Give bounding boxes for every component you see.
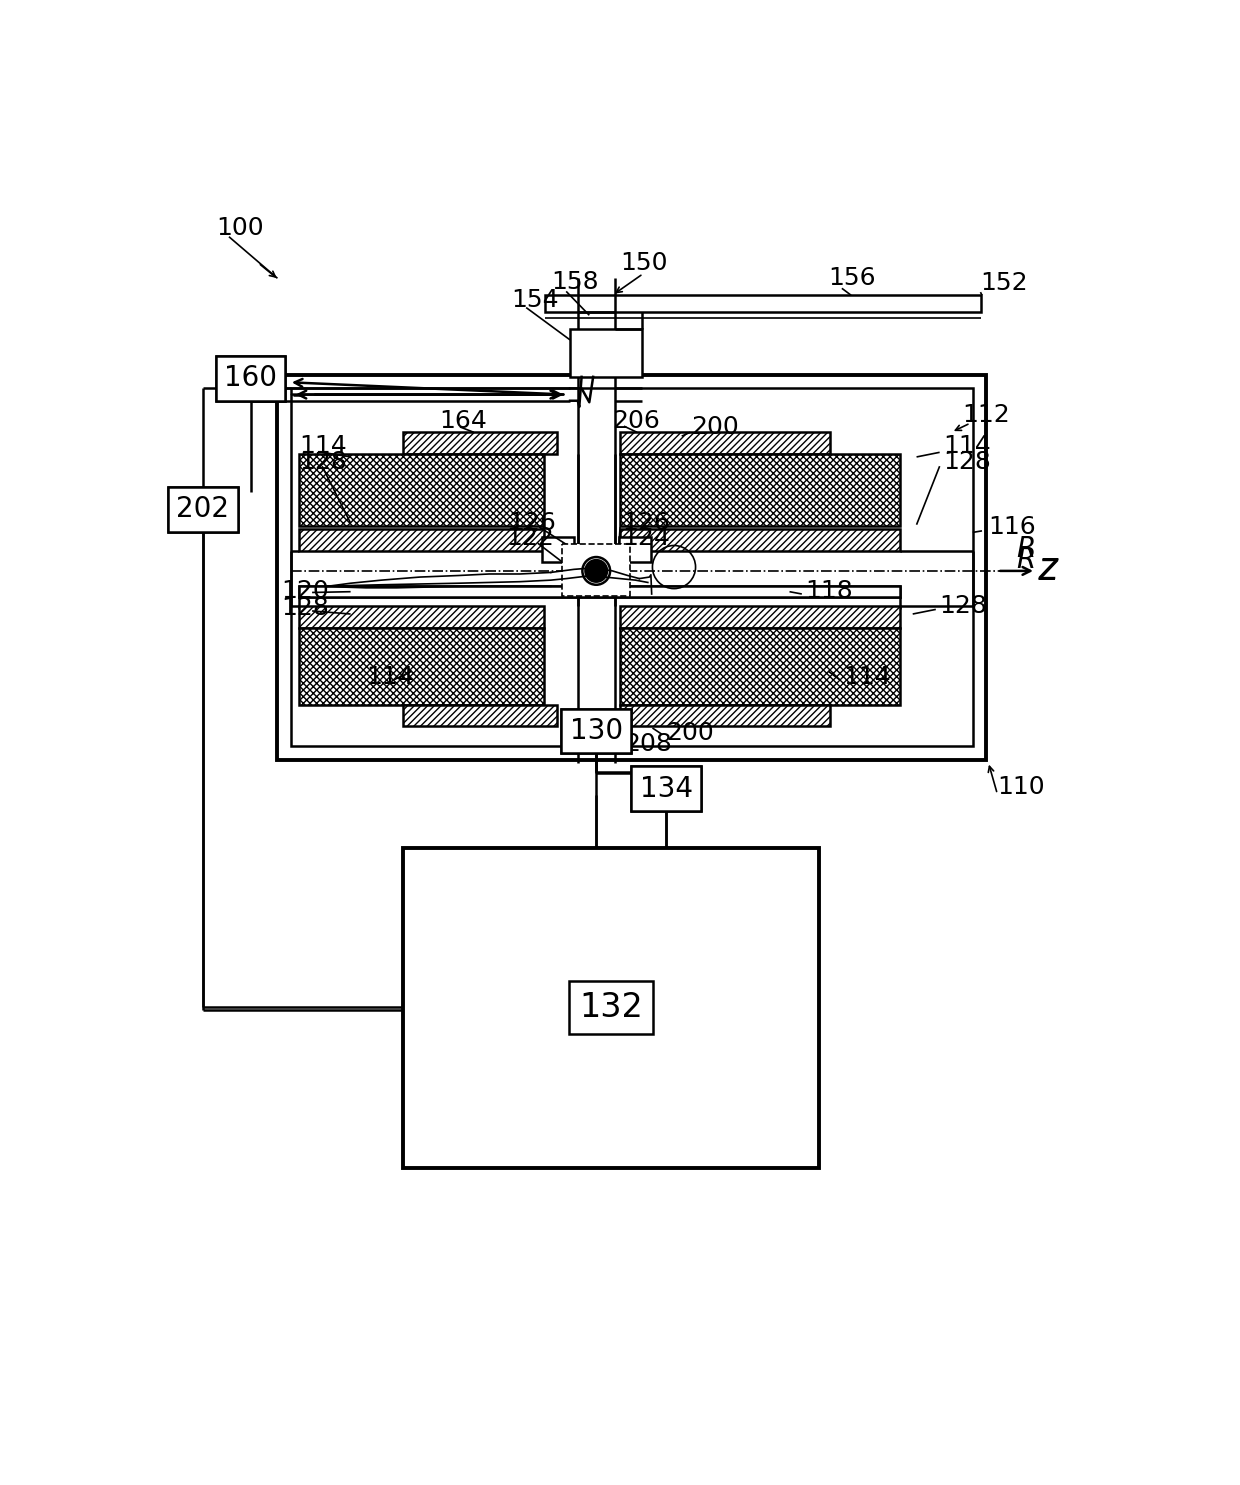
Text: 152: 152 <box>981 270 1028 296</box>
Bar <box>619 538 651 561</box>
Bar <box>299 529 544 551</box>
Text: 202: 202 <box>176 496 229 523</box>
Text: 120: 120 <box>281 579 329 603</box>
Bar <box>542 538 574 561</box>
Text: 132: 132 <box>579 990 642 1025</box>
Bar <box>299 628 544 705</box>
Bar <box>570 330 642 377</box>
Bar <box>403 432 557 454</box>
Text: R: R <box>1017 535 1035 563</box>
Text: 160: 160 <box>224 364 277 392</box>
Circle shape <box>585 560 608 582</box>
Text: 130: 130 <box>569 717 622 745</box>
Text: 128: 128 <box>944 450 991 474</box>
Text: 134: 134 <box>640 775 693 803</box>
Text: 160: 160 <box>224 364 277 392</box>
Text: 200: 200 <box>666 720 714 744</box>
Bar <box>620 454 900 526</box>
Text: 134: 134 <box>640 775 693 803</box>
Bar <box>620 432 830 454</box>
Text: 132: 132 <box>582 993 640 1022</box>
Text: Z: Z <box>1038 557 1058 585</box>
Text: 118: 118 <box>805 579 853 603</box>
Text: 156: 156 <box>828 266 875 290</box>
Text: 128: 128 <box>940 594 987 618</box>
Text: 122: 122 <box>506 526 554 549</box>
Text: 126: 126 <box>508 511 557 535</box>
Text: 202: 202 <box>176 496 229 523</box>
Bar <box>563 544 630 597</box>
Text: 200: 200 <box>691 414 739 440</box>
Text: 114: 114 <box>299 434 347 459</box>
Text: 164: 164 <box>439 408 487 432</box>
Bar <box>299 587 900 597</box>
Text: 208: 208 <box>624 732 672 756</box>
Text: 150: 150 <box>620 251 667 275</box>
Bar <box>290 388 972 747</box>
Bar <box>299 587 900 597</box>
Text: 124: 124 <box>622 526 671 549</box>
Text: 114: 114 <box>944 434 991 459</box>
Bar <box>403 705 557 726</box>
Text: 116: 116 <box>988 515 1035 539</box>
Text: 154: 154 <box>511 288 558 312</box>
Text: 112: 112 <box>962 404 1011 428</box>
Text: 128: 128 <box>299 450 347 474</box>
Bar <box>299 606 544 628</box>
Text: 158: 158 <box>551 270 599 294</box>
Text: 114: 114 <box>843 665 892 689</box>
Text: 206: 206 <box>613 408 660 432</box>
Bar <box>299 454 544 526</box>
Text: 128: 128 <box>281 595 329 619</box>
Text: 110: 110 <box>997 775 1045 799</box>
Bar <box>620 606 900 628</box>
Bar <box>620 705 830 726</box>
Bar <box>403 848 818 1167</box>
Text: 114: 114 <box>366 665 414 689</box>
Text: 126: 126 <box>622 511 671 535</box>
Text: R: R <box>1017 546 1035 575</box>
Text: Z: Z <box>1038 558 1058 587</box>
Bar <box>620 628 900 705</box>
Bar <box>278 374 986 759</box>
Bar <box>620 529 900 551</box>
Text: 130: 130 <box>569 717 622 745</box>
Text: 100: 100 <box>216 217 263 241</box>
Bar <box>546 296 981 312</box>
